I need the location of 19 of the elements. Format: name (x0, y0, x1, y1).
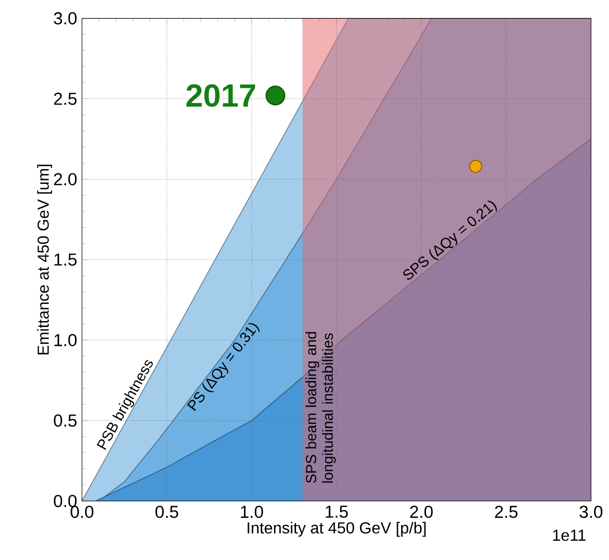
y-tick-label: 1.0 (54, 334, 77, 346)
x-tick-label: 1.0 (240, 506, 264, 518)
band-label: SPS beam loading and longitudinal instabilities (306, 332, 336, 483)
text: 1e11 (553, 530, 586, 541)
y-tick-label: 3.0 (54, 12, 77, 24)
x-tick-label: 3.0 (580, 506, 602, 518)
annotation: 2017 (186, 84, 256, 107)
x-axis-title: Intensity at 450 GeV [p/b] (248, 522, 426, 537)
x-tick-label: 0.0 (70, 506, 94, 518)
y-tick-label: 0.0 (54, 494, 77, 508)
x-tick-label: 2.5 (495, 506, 518, 518)
x-tick-label: 2.0 (410, 506, 433, 518)
x-tick-label: 0.5 (155, 506, 178, 518)
y-tick-label: 0.5 (54, 414, 77, 427)
y-tick-label: 2.5 (54, 92, 77, 105)
y-tick-label: 2.0 (54, 173, 77, 186)
y-tick-label: 1.5 (54, 254, 77, 266)
x-tick-label: 1.5 (326, 506, 348, 518)
y-axis-title: Emittance at 450 GeV [um] (37, 164, 52, 354)
